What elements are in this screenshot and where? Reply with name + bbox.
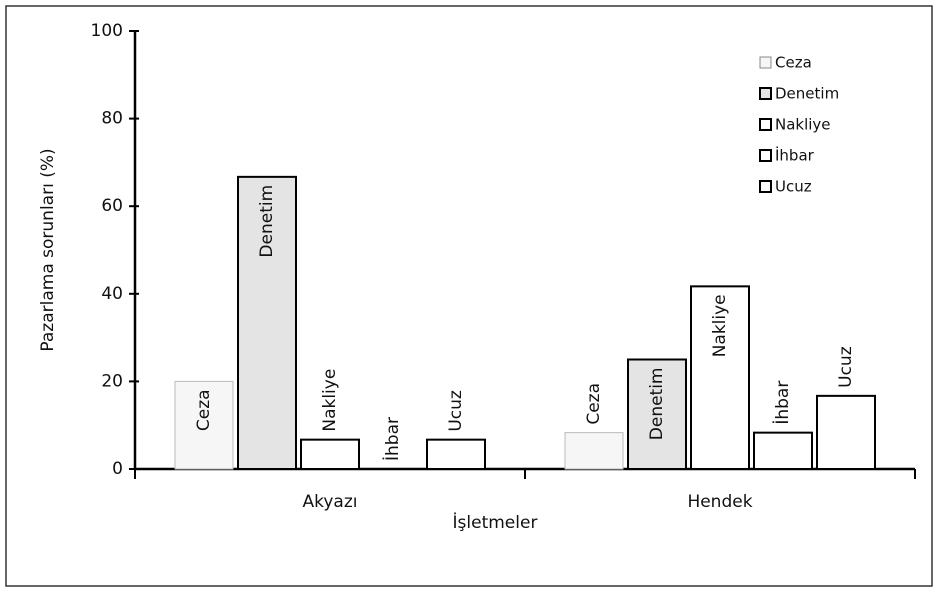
bar	[753, 431, 813, 470]
y-tick-label: 0	[112, 459, 123, 479]
bar-label: Nakliye	[710, 294, 730, 357]
legend-label: Ucuz	[775, 178, 812, 196]
y-tick-label: 80	[101, 109, 123, 129]
y-tick-label: 40	[101, 284, 123, 304]
bar-label: Ucuz	[446, 390, 466, 432]
legend-swatch	[759, 149, 772, 162]
bar	[426, 438, 486, 470]
legend-swatch	[759, 87, 772, 100]
x-tick-label: Akyazı	[303, 492, 358, 512]
x-axis-label: İşletmeler	[453, 512, 538, 533]
legend-swatch	[759, 56, 772, 69]
y-tick-label: 60	[101, 196, 123, 216]
bar-label: Ucuz	[836, 346, 856, 388]
bar-label: İhbar	[772, 381, 793, 425]
bar	[174, 380, 234, 470]
bar	[300, 438, 360, 470]
legend-label: Nakliye	[775, 116, 831, 134]
x-tick-label: Hendek	[687, 492, 752, 512]
legend-label: Denetim	[775, 85, 839, 103]
bar-label: İhbar	[382, 417, 403, 461]
bar-label: Denetim	[647, 368, 667, 441]
legend-label: İhbar	[775, 146, 815, 165]
bar	[690, 285, 750, 470]
y-tick-label: 20	[101, 371, 123, 391]
y-axis-label: Pazarlama sorunları (%)	[38, 148, 58, 351]
bar-label: Ceza	[194, 389, 214, 431]
bar	[237, 175, 297, 470]
bar-label: Ceza	[584, 383, 604, 425]
bar	[816, 394, 876, 470]
legend-swatch	[759, 118, 772, 131]
bar-label: Denetim	[257, 185, 277, 258]
bar-label: Nakliye	[320, 369, 340, 432]
frame	[5, 5, 933, 587]
bar	[564, 432, 624, 470]
y-tick-label: 100	[91, 21, 123, 41]
legend-label: Ceza	[775, 54, 812, 72]
legend-swatch	[759, 180, 772, 193]
bar	[627, 358, 687, 470]
